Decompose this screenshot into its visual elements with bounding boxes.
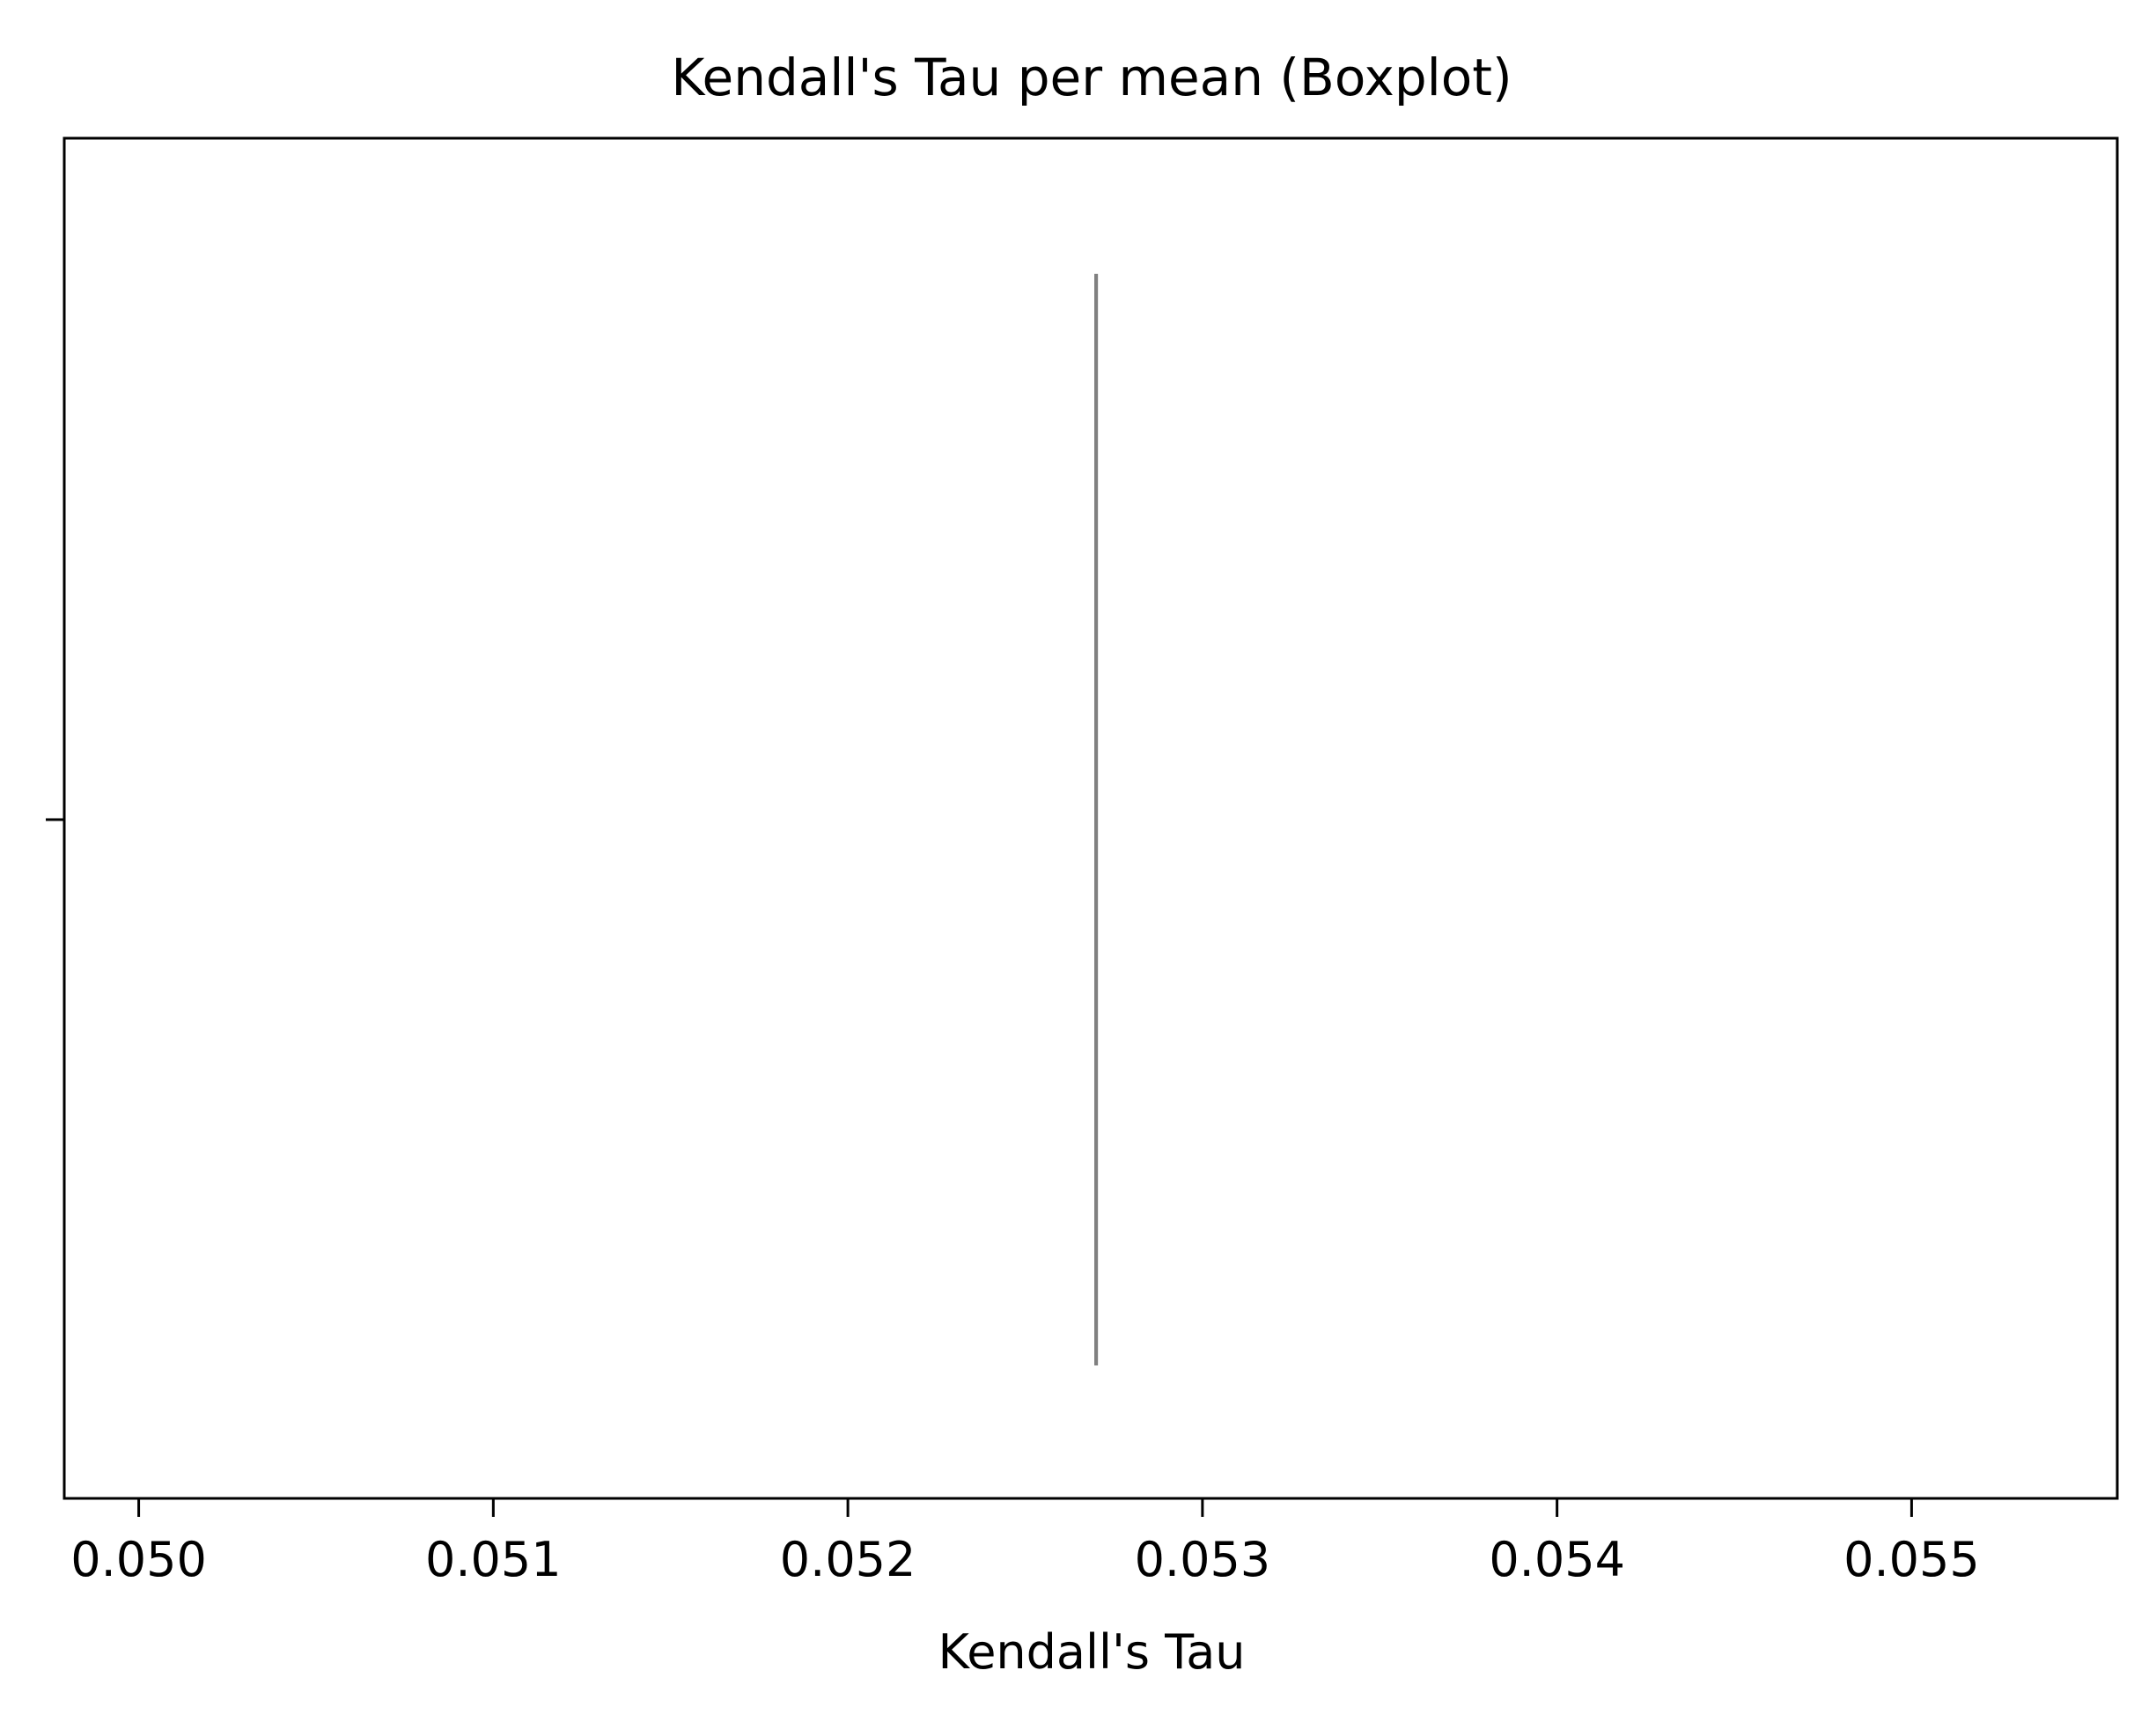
x-axis-ticks: 0.050 0.051 0.052 0.053 0.054 0.055 [70,1498,1980,1587]
x-tick-label: 0.053 [1135,1532,1271,1587]
x-tick-label: 0.050 [70,1532,207,1587]
x-axis-label: Kendall's Tau [938,1624,1245,1680]
chart-title: Kendall's Tau per mean (Boxplot) [671,48,1512,107]
x-tick-label: 0.052 [780,1532,916,1587]
x-tick-label: 0.055 [1843,1532,1980,1587]
plot-area-frame [63,136,2119,1500]
x-tick-label: 0.051 [425,1532,562,1587]
x-tick-label: 0.054 [1489,1532,1625,1587]
